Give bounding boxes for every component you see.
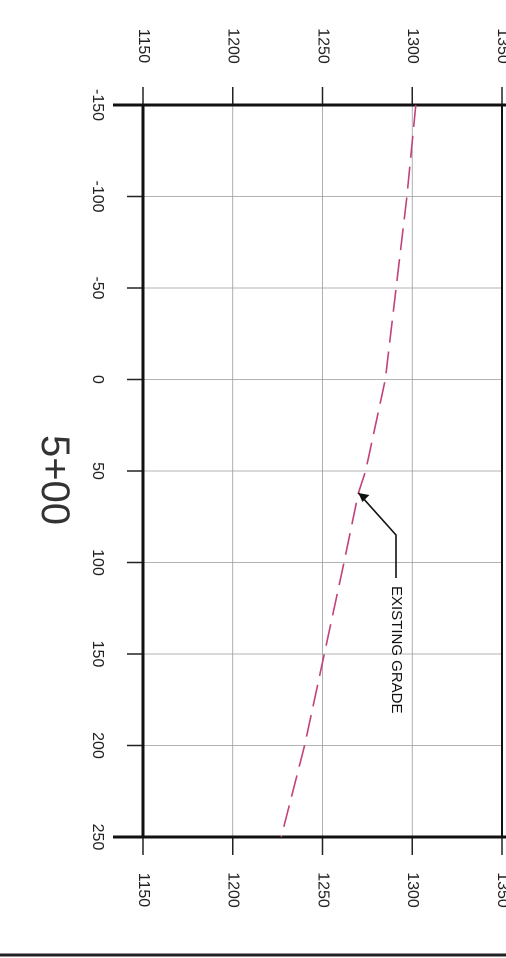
- elev-tick-label-top-0: 1150: [135, 29, 152, 64]
- offset-tick-label-0: -150: [89, 89, 106, 121]
- tick-labels: -150 -100 -50 0 50 100 150 200 250 1150 1150 1200 12…: [89, 28, 506, 908]
- offset-tick-label-3: 0: [89, 375, 106, 384]
- series-line-existing-grade: [280, 104, 417, 838]
- elev-tick-label-top-1: 1200: [225, 28, 242, 64]
- elev-tick-label-top-4: 1350: [494, 28, 506, 64]
- elev-tick-label-bottom-2: 1250: [314, 872, 331, 908]
- elev-tick-label-top-2: 1250: [314, 28, 331, 64]
- annotation-label-existing-grade: EXISTING GRADE: [388, 586, 405, 714]
- elev-tick-label-top-3: 1300: [404, 28, 421, 64]
- annotation-leader-0: [357, 492, 397, 578]
- offset-tick-label-7: 200: [89, 732, 106, 759]
- annotation-arrowhead-0: [358, 492, 370, 502]
- elev-tick-label-bottom-4: 1350: [494, 872, 506, 908]
- elev-tick-label-bottom-3: 1300: [404, 872, 421, 908]
- station-title: 5+00: [33, 435, 77, 525]
- offset-tick-label-6: 150: [89, 641, 106, 668]
- elev-tick-label-bottom-1: 1200: [225, 872, 242, 908]
- offset-tick-label-2: -50: [89, 276, 106, 299]
- elev-tick-label-bottom-0: 1150: [135, 873, 152, 908]
- offset-tick-label-8: 250: [89, 824, 106, 851]
- offset-tick-label-5: 100: [89, 549, 106, 576]
- offset-tick-label-4: 50: [89, 462, 106, 480]
- plot-frame: [113, 103, 506, 839]
- annotation-layer: EXISTING GRADE: [357, 492, 405, 714]
- offset-tick-label-1: -100: [89, 180, 106, 212]
